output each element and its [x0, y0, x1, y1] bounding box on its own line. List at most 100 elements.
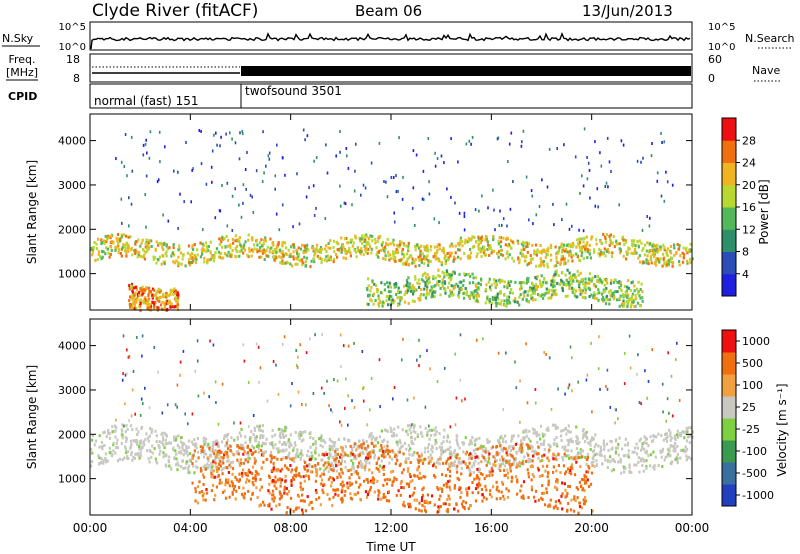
velocity-cell	[205, 437, 208, 441]
velocity-cell	[534, 431, 537, 435]
power-cell	[631, 280, 634, 284]
power-cell	[609, 237, 612, 241]
power-cell	[599, 279, 602, 283]
power-cell	[473, 293, 476, 297]
velocity-cell	[98, 455, 101, 459]
velocity-cell	[458, 486, 461, 490]
power-cell	[469, 251, 473, 255]
power-cell	[169, 305, 172, 309]
velocity-cell	[413, 451, 416, 455]
velocity-cell	[676, 435, 679, 439]
velocity-cell	[492, 455, 495, 459]
velocity-cell	[278, 503, 281, 507]
power-cell	[354, 250, 358, 254]
power-cell	[640, 160, 642, 164]
velocity-cell	[676, 433, 679, 437]
velocity-cell	[512, 447, 515, 451]
power-cell	[371, 239, 374, 243]
velocity-cell	[481, 454, 484, 457]
velocity-cell	[522, 480, 526, 484]
power-cell	[428, 292, 431, 296]
velocity-cell	[524, 459, 527, 463]
power-cell	[347, 166, 350, 170]
power-cell	[630, 281, 633, 285]
velocity-cell	[474, 499, 478, 503]
power-cell	[526, 263, 529, 267]
power-cell	[376, 240, 379, 243]
velocity-cell	[291, 468, 294, 472]
power-cell	[552, 289, 555, 293]
velocity-cell	[397, 489, 400, 493]
velocity-cell	[340, 467, 343, 471]
power-cell	[400, 257, 404, 261]
power-cell	[448, 251, 451, 255]
velocity-cell	[368, 461, 371, 465]
power-cell	[434, 254, 438, 258]
velocity-cell	[597, 444, 600, 448]
velocity-cell	[236, 435, 239, 439]
velocity-cell	[531, 464, 534, 468]
velocity-cell	[251, 465, 255, 469]
velocity-cell	[107, 429, 110, 432]
power-cell	[121, 246, 124, 249]
power-cell	[262, 130, 264, 134]
power-cell	[194, 255, 197, 259]
velocity-cell	[347, 439, 350, 443]
velocity-cell	[495, 480, 498, 484]
power-cell	[439, 293, 442, 297]
velocity-cell	[543, 439, 546, 443]
velocity-cell	[284, 426, 287, 430]
power-cell	[163, 307, 166, 311]
velocity-cell	[129, 444, 132, 448]
velocity-cell	[589, 482, 593, 486]
power-cell	[482, 245, 486, 249]
power-cell	[287, 248, 290, 252]
velocity-cell	[429, 501, 432, 505]
velocity-cell	[540, 442, 543, 446]
velocity-cell	[378, 435, 381, 439]
velocity-cell	[243, 496, 246, 500]
power-cell	[488, 285, 492, 289]
power-cell	[579, 271, 582, 275]
velocity-cell	[434, 475, 437, 479]
velocity-cell	[526, 401, 529, 405]
power-cell	[306, 243, 309, 247]
power-cell	[120, 160, 123, 164]
power-cell	[394, 282, 398, 285]
velocity-cell	[503, 468, 506, 472]
velocity-cell	[260, 444, 263, 448]
velocity-cell	[226, 443, 229, 447]
power-cell	[567, 282, 570, 286]
power-cell	[547, 296, 550, 300]
power-cell	[224, 245, 227, 249]
velocity-cell	[185, 462, 188, 466]
velocity-cell	[438, 457, 441, 461]
velocity-cell	[582, 478, 585, 482]
power-cell	[97, 250, 101, 254]
power-cell	[435, 282, 439, 286]
velocity-cell	[244, 441, 247, 444]
velocity-cell	[258, 488, 262, 492]
power-cell	[366, 251, 369, 255]
power-cell	[253, 247, 256, 251]
velocity-cell	[213, 442, 216, 446]
velocity-cell	[402, 452, 405, 456]
velocity-cell	[401, 444, 404, 448]
velocity-cell	[238, 461, 241, 465]
velocity-cell	[565, 454, 568, 458]
power-cell	[477, 247, 480, 251]
velocity-cell	[511, 437, 514, 441]
power-cell	[436, 157, 439, 160]
power-cell	[497, 279, 500, 283]
power-cell	[533, 291, 536, 295]
power-cell	[176, 296, 179, 300]
velocity-cell	[405, 429, 408, 433]
velocity-cell	[657, 464, 660, 467]
velocity-cell	[205, 491, 209, 495]
power-cell	[176, 291, 179, 295]
velocity-cell	[639, 459, 642, 463]
power-cell	[516, 300, 519, 304]
power-cell	[326, 259, 329, 263]
power-cell	[688, 248, 691, 252]
velocity-cell	[343, 451, 346, 455]
